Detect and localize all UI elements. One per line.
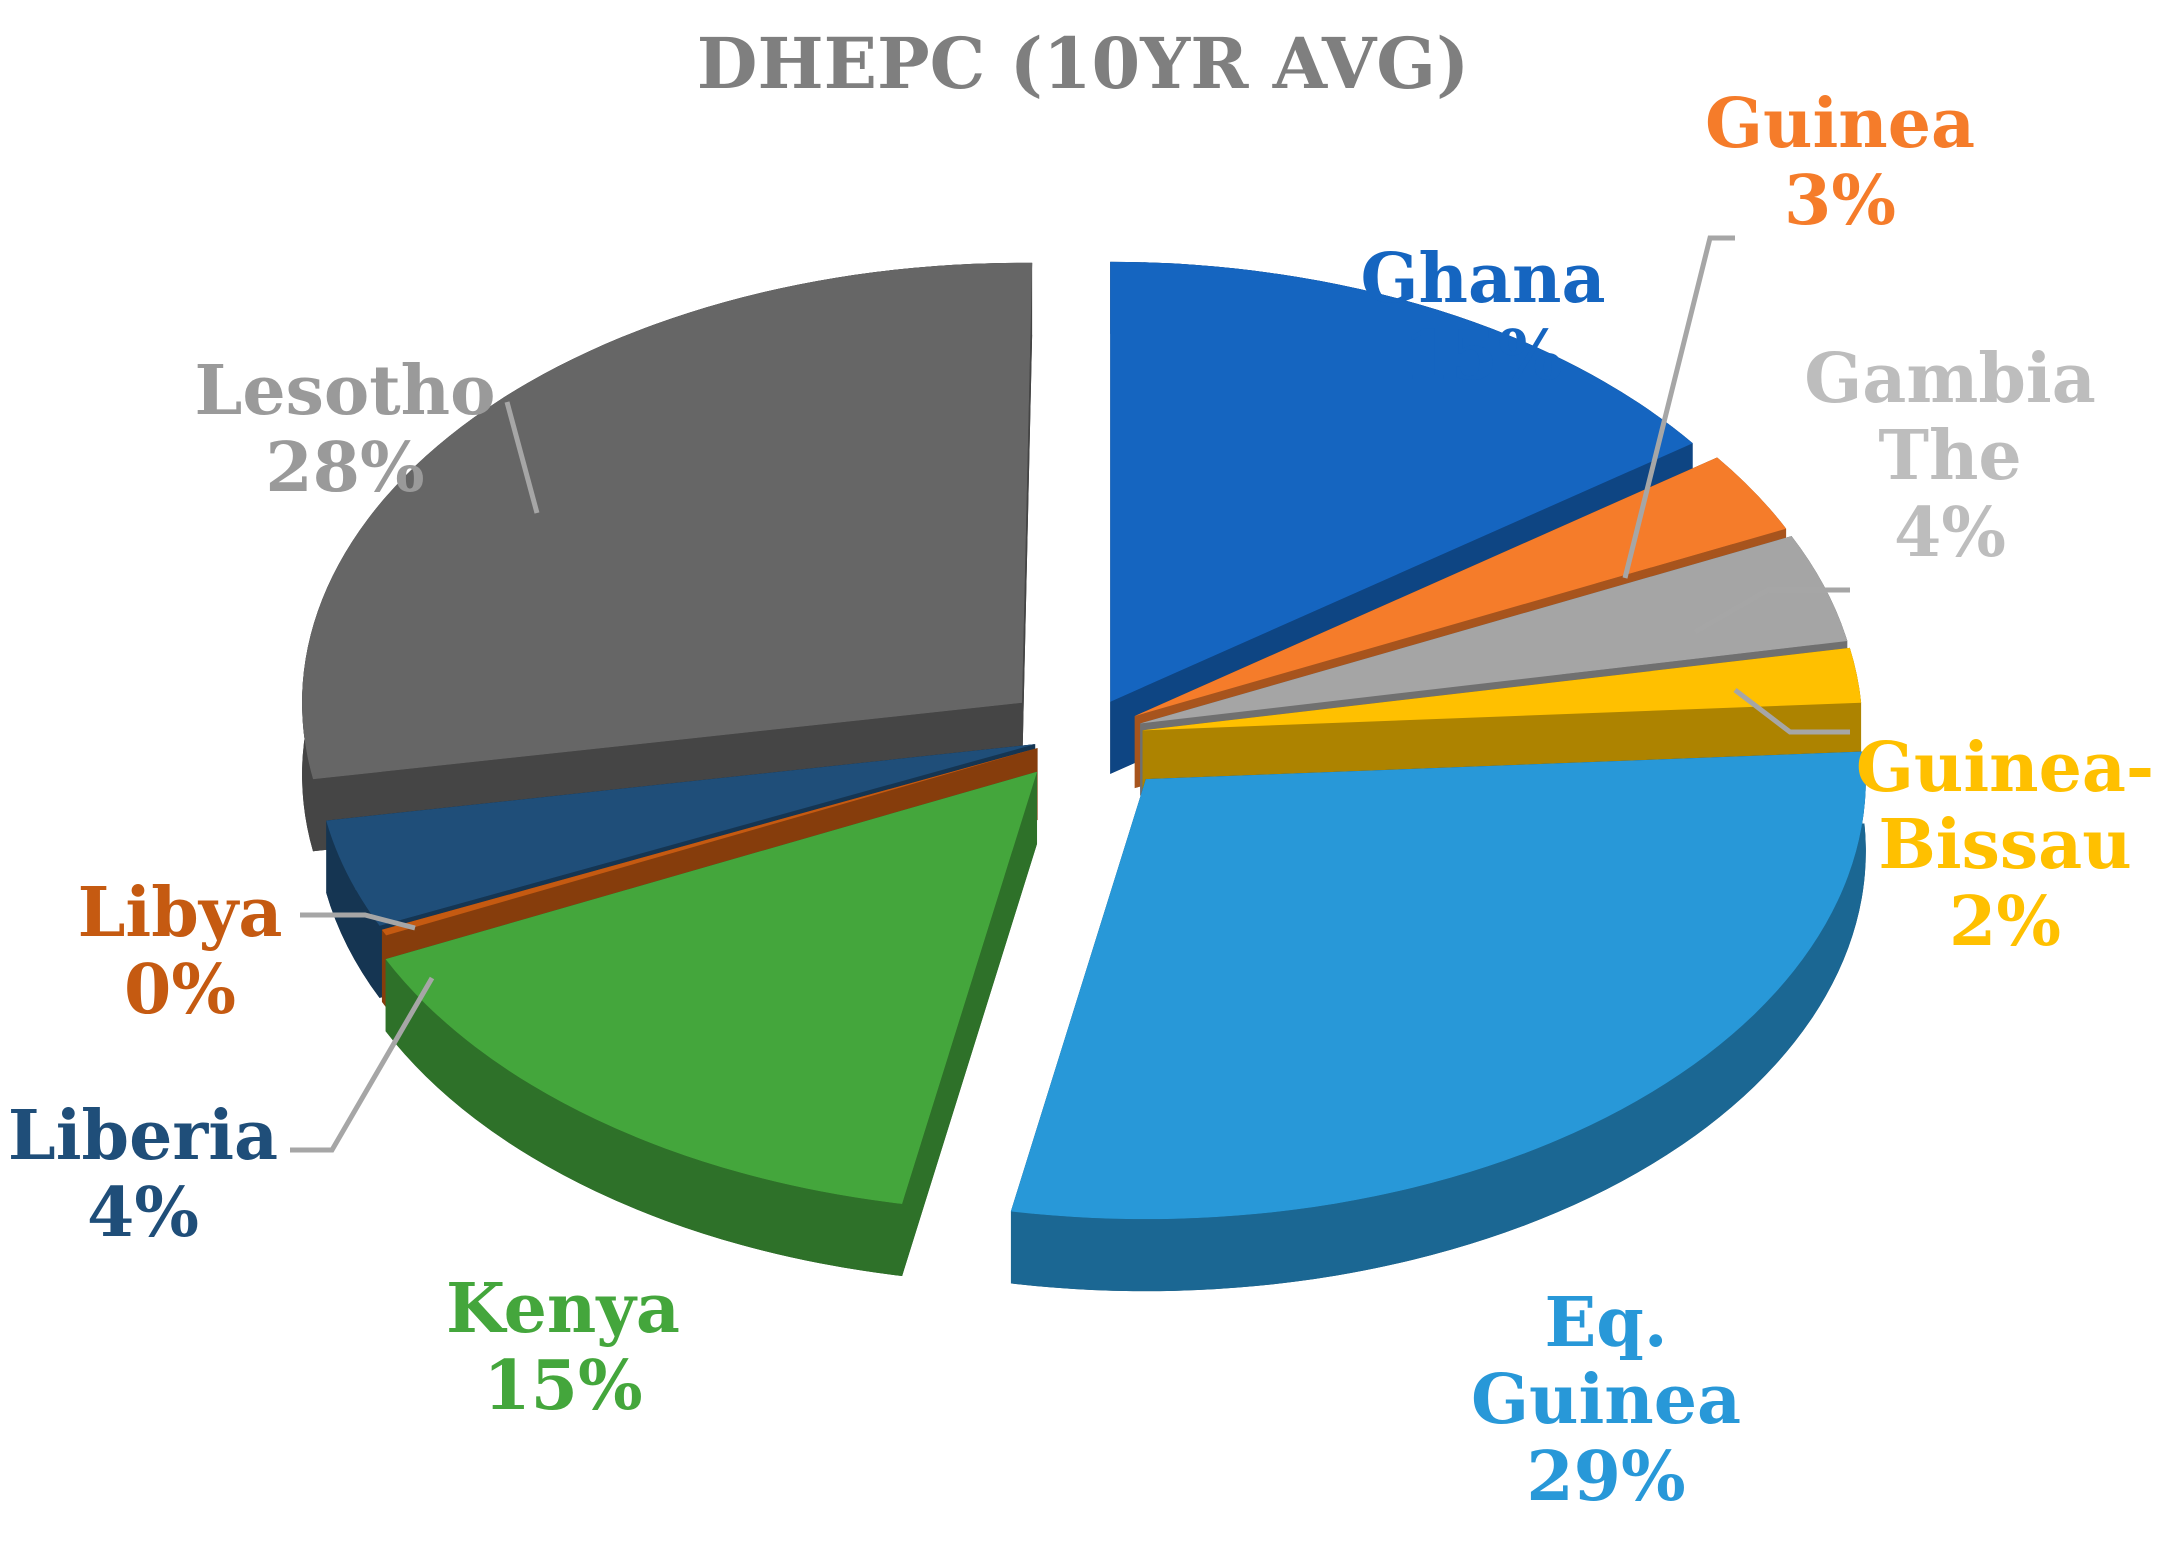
category-label: Guinea (1470, 1359, 1742, 1440)
data-label-libya: Libya 0% (78, 875, 283, 1029)
category-label: Lesotho (194, 351, 496, 432)
slice-gambia-the (1140, 536, 1848, 724)
slice-lesotho (302, 262, 1033, 780)
slice-guinea-bissau (1142, 647, 1862, 731)
leader-line (290, 976, 435, 1153)
data-label-lesotho: Lesotho 28% (195, 353, 496, 507)
category-label: Kenya (446, 1269, 680, 1350)
value-label: 4% (87, 1173, 199, 1253)
category-label: Guinea- (1855, 727, 2155, 808)
value-label: 15% (483, 1346, 643, 1426)
category-label: Libya (77, 873, 283, 954)
value-label: 0% (124, 950, 236, 1030)
slice-kenya (385, 771, 1038, 1204)
data-label-liberia: Liberia 4% (8, 1098, 278, 1252)
data-label-eq-guinea: Eq. Guinea 29% (1470, 1282, 1742, 1517)
slice-ghana (1110, 261, 1693, 702)
leader-line (300, 912, 416, 931)
data-label-gambia-the: Gambia The 4% (1804, 338, 2096, 573)
value-label: 4% (1894, 492, 2006, 573)
value-label: 29% (1526, 1436, 1686, 1517)
data-label-guinea-bissau: Guinea- Bissau 2% (1855, 727, 2155, 962)
category-label: Bissau (1878, 804, 2132, 885)
leader-line (1733, 688, 1850, 735)
leader-line (1693, 587, 1850, 635)
data-label-ghana: Ghana 15% (1360, 241, 1605, 395)
category-label: Gambia (1804, 338, 2096, 419)
slice-side-eq-guinea (1010, 751, 1866, 1292)
slice-side-kenya (385, 771, 1038, 1276)
category-label: Guinea (1704, 84, 1976, 165)
slice-guinea (1134, 457, 1787, 717)
leader-line (1622, 235, 1735, 579)
data-label-guinea: Guinea 3% (1705, 86, 1975, 240)
value-label: 15% (1403, 316, 1563, 396)
value-label: 3% (1784, 161, 1896, 241)
chart-title: DHEPC (10YR AVG) (696, 22, 1470, 105)
slice-liberia (326, 744, 1036, 926)
slice-libya (381, 748, 1038, 936)
value-label: 28% (265, 428, 425, 508)
data-label-kenya: Kenya 15% (446, 1271, 680, 1425)
leader-line (504, 401, 540, 514)
value-label: 2% (1949, 881, 2061, 962)
category-label: Eq. (1544, 1282, 1668, 1363)
category-label: Ghana (1360, 239, 1606, 320)
category-label: The (1878, 415, 2022, 496)
slice-eq-guinea (1010, 751, 1866, 1220)
category-label: Liberia (7, 1096, 279, 1177)
